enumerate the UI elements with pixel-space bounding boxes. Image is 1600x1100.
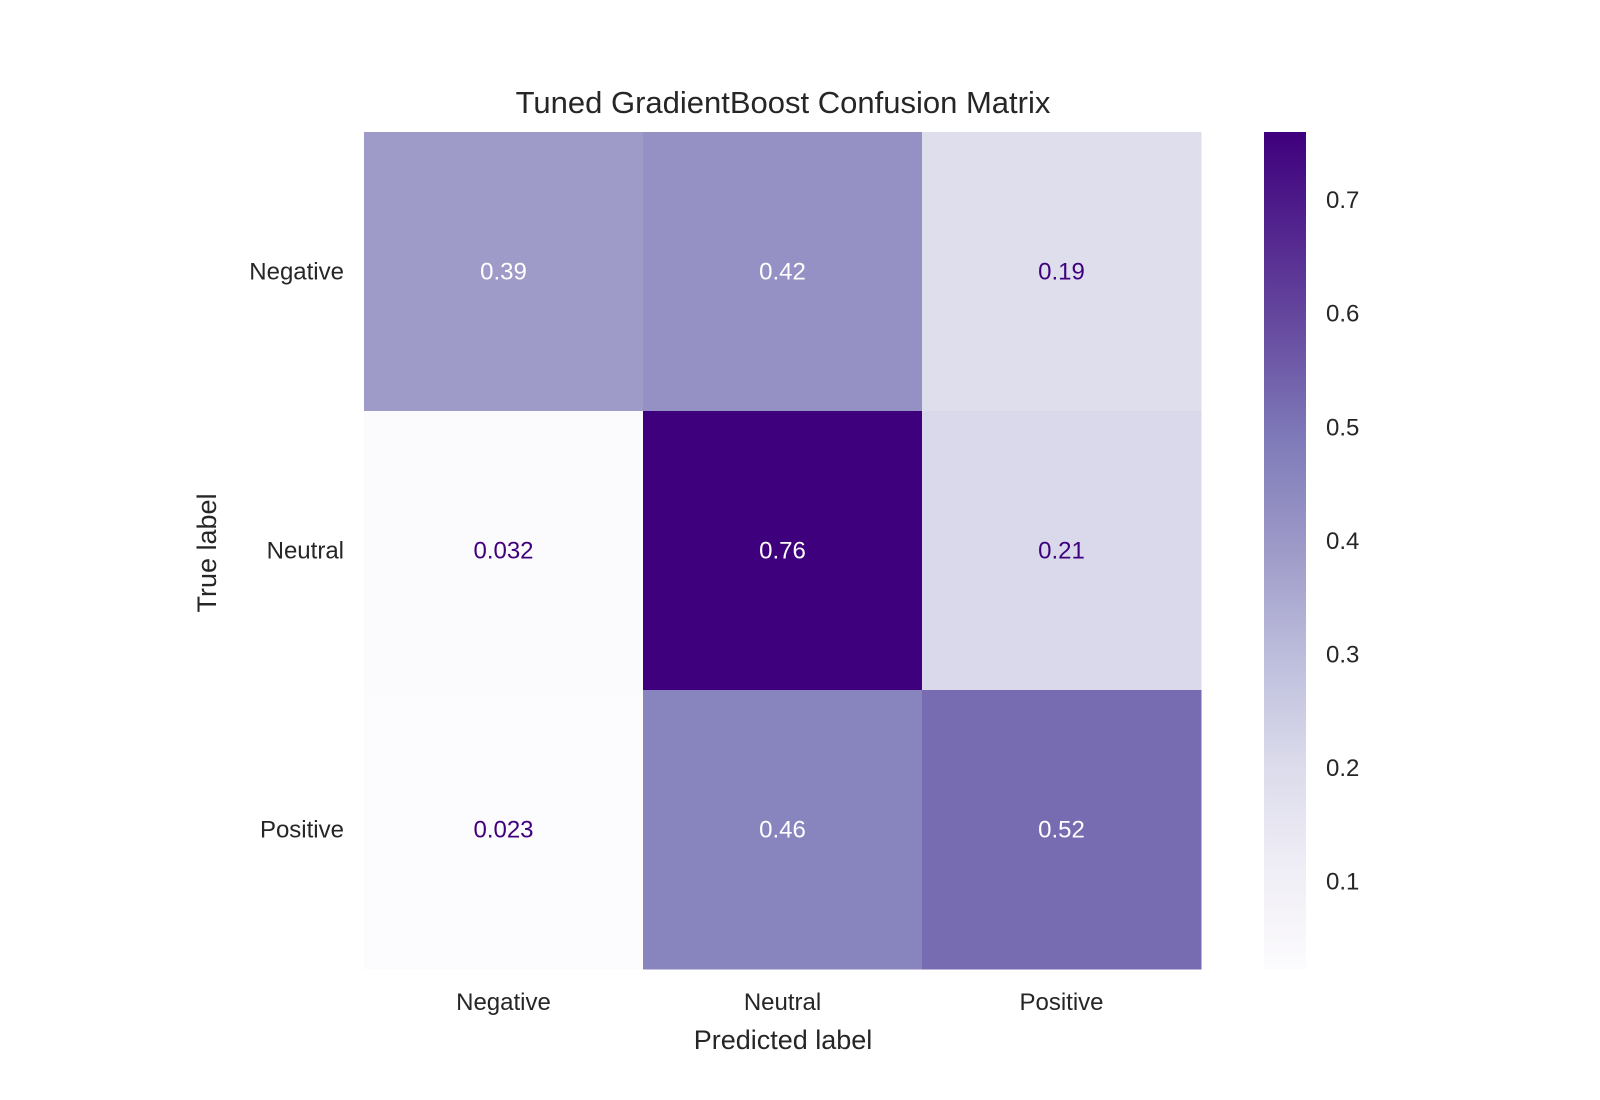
y-axis-ticks: Negative Neutral Positive [249, 259, 344, 844]
chart-title: Tuned GradientBoost Confusion Matrix [516, 85, 1051, 120]
cell-value-label: 0.42 [759, 259, 806, 286]
heatmap-cell [922, 132, 1202, 412]
cell-value-label: 0.032 [473, 538, 533, 565]
cell-value-label: 0.19 [1038, 259, 1085, 286]
heatmap-cells [364, 132, 1202, 970]
heatmap-cell [643, 690, 923, 970]
colorbar-tick-label: 0.5 [1326, 414, 1359, 441]
y-axis-label: True label [192, 493, 222, 612]
colorbar-tick-label: 0.7 [1326, 187, 1359, 214]
heatmap-cell [643, 411, 923, 691]
cell-value-label: 0.023 [473, 817, 533, 844]
cell-value-label: 0.46 [759, 817, 806, 844]
heatmap-cell [922, 690, 1202, 970]
x-tick-label: Positive [1019, 989, 1103, 1016]
cell-value-label: 0.52 [1038, 817, 1085, 844]
y-tick-label: Positive [260, 817, 344, 844]
cell-value-label: 0.21 [1038, 538, 1085, 565]
colorbar-tick-label: 0.2 [1326, 755, 1359, 782]
colorbar [1264, 132, 1306, 969]
x-axis-ticks: Negative Neutral Positive [456, 989, 1103, 1016]
heatmap-cell [643, 132, 923, 412]
y-tick-label: Negative [249, 259, 344, 286]
colorbar-ticks: 0.1 0.2 0.3 0.4 0.5 0.6 0.7 [1326, 187, 1359, 895]
heatmap-cell [922, 411, 1202, 691]
heatmap-cell [364, 690, 644, 970]
cell-value-label: 0.39 [480, 259, 527, 286]
colorbar-tick-label: 0.6 [1326, 301, 1359, 328]
heatmap-cell [364, 411, 644, 691]
x-axis-label: Predicted label [694, 1025, 873, 1055]
cell-value-label: 0.76 [759, 538, 806, 565]
colorbar-tick-label: 0.3 [1326, 641, 1359, 668]
colorbar-tick-label: 0.1 [1326, 869, 1359, 896]
heatmap-cell-labels: 0.39 0.42 0.19 0.032 0.76 0.21 0.023 0.46 0.52 [473, 259, 1084, 844]
x-tick-label: Negative [456, 989, 551, 1016]
heatmap-cell [364, 132, 644, 412]
y-tick-label: Neutral [267, 538, 344, 565]
colorbar-tick-label: 0.4 [1326, 528, 1359, 555]
x-tick-label: Neutral [744, 989, 821, 1016]
